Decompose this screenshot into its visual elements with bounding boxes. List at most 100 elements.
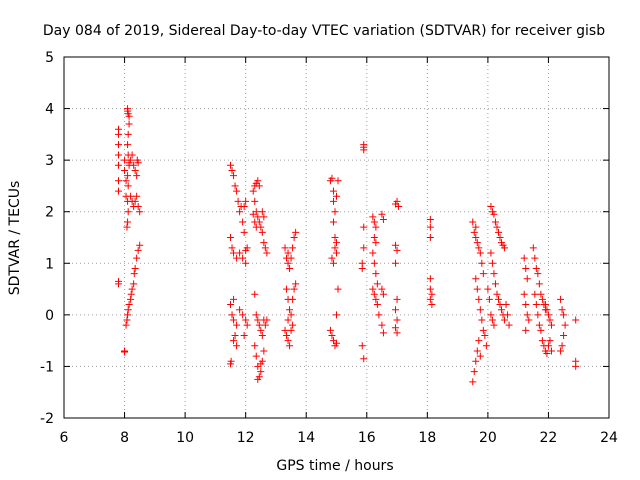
data-point: [287, 254, 295, 262]
data-point: [485, 295, 493, 303]
data-point: [122, 321, 130, 329]
data-point: [537, 326, 545, 334]
data-point: [231, 331, 239, 339]
y-tick-label: 3: [45, 153, 54, 169]
data-point: [505, 321, 513, 329]
data-point: [128, 285, 136, 293]
data-point: [481, 331, 489, 339]
data-point: [428, 301, 436, 309]
data-point: [494, 295, 502, 303]
data-point: [428, 290, 436, 298]
data-point: [230, 249, 238, 257]
data-point: [426, 223, 434, 231]
data-point: [133, 172, 141, 180]
data-point: [478, 316, 486, 324]
data-point: [333, 249, 340, 257]
data-point: [136, 241, 144, 249]
data-point: [287, 326, 295, 334]
data-point: [479, 270, 487, 278]
data-point: [283, 331, 291, 339]
data-point: [249, 187, 257, 195]
data-point: [125, 120, 133, 128]
data-point: [284, 316, 292, 324]
data-point: [231, 182, 239, 190]
data-point: [124, 172, 132, 180]
data-point: [558, 342, 566, 350]
data-point: [242, 259, 250, 267]
data-point: [475, 244, 483, 252]
data-point: [243, 244, 251, 252]
data-point: [124, 208, 132, 216]
data-point: [493, 223, 501, 231]
data-point: [469, 218, 477, 226]
data-point: [561, 321, 569, 329]
data-point: [543, 306, 551, 314]
data-point: [124, 218, 132, 226]
data-point: [426, 234, 434, 241]
data-point: [251, 290, 259, 298]
data-point: [289, 321, 297, 329]
data-point: [501, 316, 509, 324]
data-point: [537, 290, 545, 298]
data-point: [543, 350, 551, 358]
data-point: [252, 352, 260, 360]
data-point: [370, 259, 378, 267]
data-point: [130, 280, 138, 288]
data-point: [498, 306, 506, 314]
data-point: [263, 249, 271, 257]
data-point: [115, 187, 122, 195]
data-point: [230, 295, 238, 303]
data-point: [233, 342, 241, 350]
data-point: [504, 311, 512, 319]
data-point: [228, 311, 236, 319]
data-point: [261, 321, 269, 329]
data-point: [393, 197, 401, 205]
data-point: [482, 342, 490, 350]
data-point: [393, 316, 401, 324]
data-point: [263, 316, 271, 324]
data-point: [260, 213, 268, 221]
data-point: [478, 259, 486, 267]
data-point: [286, 264, 294, 272]
data-point: [333, 239, 340, 247]
data-point: [334, 177, 342, 185]
data-point: [532, 264, 540, 272]
data-point: [392, 259, 400, 267]
data-point: [496, 301, 504, 309]
data-point: [127, 156, 135, 164]
data-point: [490, 210, 498, 218]
data-point: [426, 295, 434, 303]
data-point: [378, 210, 386, 218]
data-point: [520, 254, 528, 262]
data-point: [283, 285, 291, 293]
data-point: [233, 321, 241, 329]
data-point: [254, 177, 262, 185]
data-point: [373, 301, 381, 309]
data-point: [284, 249, 292, 257]
data-point: [123, 316, 131, 324]
data-point: [240, 228, 248, 236]
data-point: [251, 342, 259, 350]
x-tick-label: 24: [600, 430, 618, 446]
data-point: [358, 342, 366, 350]
data-point: [134, 246, 142, 254]
data-point: [258, 228, 266, 236]
data-point: [502, 301, 510, 309]
data-point: [115, 141, 122, 149]
data-point: [426, 275, 434, 283]
x-axis-label: GPS time / hours: [276, 458, 393, 474]
data-point: [326, 326, 334, 334]
data-point: [123, 223, 131, 231]
y-tick-label: 5: [45, 50, 54, 66]
data-point: [529, 244, 537, 252]
data-point: [124, 182, 132, 190]
data-point: [360, 146, 368, 154]
data-point: [470, 228, 478, 236]
data-point: [240, 331, 248, 339]
data-point: [261, 244, 269, 252]
data-point: [369, 213, 377, 221]
data-point: [535, 321, 543, 329]
data-point: [134, 203, 142, 211]
data-point: [393, 295, 401, 303]
